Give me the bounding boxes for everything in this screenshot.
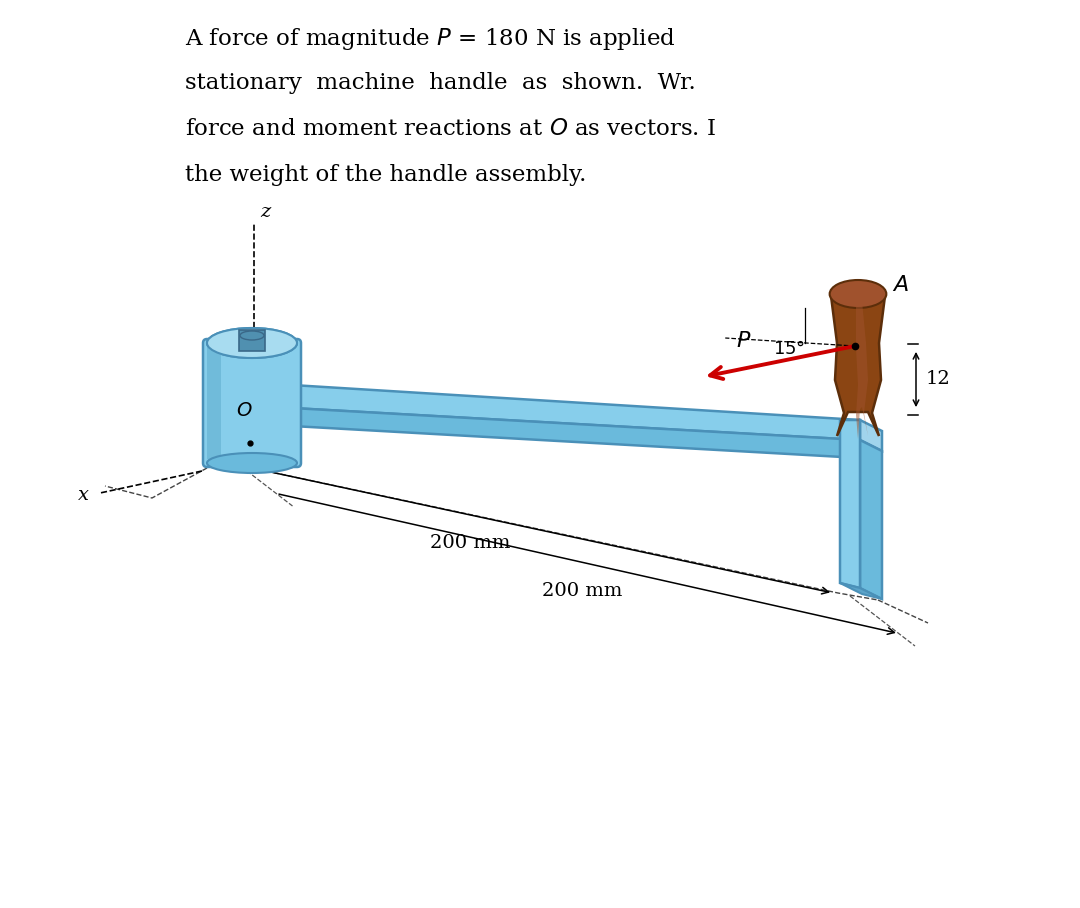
Polygon shape [860, 440, 882, 599]
Polygon shape [860, 420, 882, 451]
Ellipse shape [207, 453, 297, 473]
Text: 200 mm: 200 mm [430, 534, 510, 552]
Polygon shape [856, 298, 868, 439]
Polygon shape [840, 583, 882, 599]
Text: x: x [78, 486, 89, 504]
Text: $P$: $P$ [737, 331, 752, 352]
Text: 12: 12 [926, 370, 950, 389]
Polygon shape [292, 408, 860, 458]
Text: z: z [260, 203, 270, 221]
Polygon shape [840, 420, 860, 588]
Ellipse shape [829, 280, 887, 308]
Text: the weight of the handle assembly.: the weight of the handle assembly. [185, 164, 586, 186]
Ellipse shape [240, 331, 264, 340]
FancyBboxPatch shape [207, 343, 224, 463]
Text: stationary  machine  handle  as  shown.  Wr.: stationary machine handle as shown. Wr. [185, 72, 696, 94]
FancyBboxPatch shape [203, 339, 301, 467]
Text: 200 mm: 200 mm [542, 581, 623, 599]
Ellipse shape [207, 328, 297, 358]
FancyBboxPatch shape [239, 330, 265, 351]
Polygon shape [831, 286, 885, 436]
Text: force and moment reactions at $O$ as vectors. I: force and moment reactions at $O$ as vec… [185, 118, 716, 140]
Text: $O$: $O$ [235, 402, 253, 420]
Bar [207, 347, 221, 459]
Text: $A$: $A$ [892, 274, 909, 296]
Text: A force of magnitude $P$ = 180 N is applied: A force of magnitude $P$ = 180 N is appl… [185, 26, 676, 52]
Polygon shape [292, 385, 860, 440]
Text: $15°$: $15°$ [773, 340, 806, 358]
Ellipse shape [207, 328, 297, 358]
